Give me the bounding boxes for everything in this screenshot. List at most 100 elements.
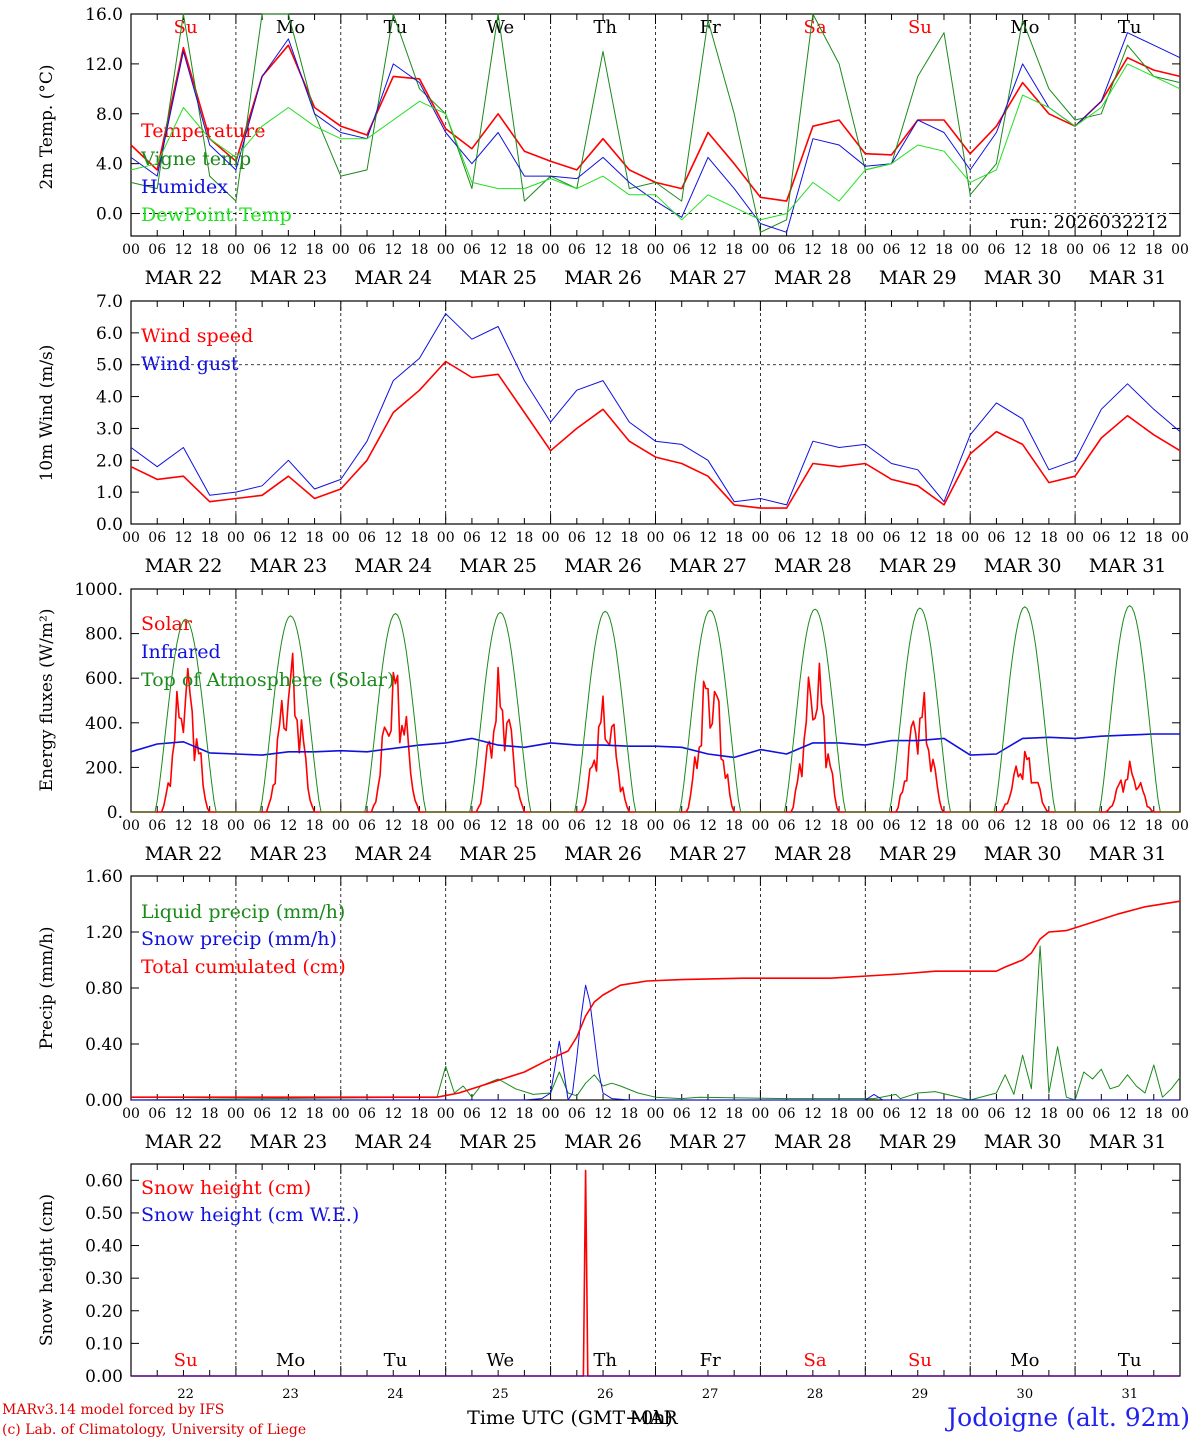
series-line-wind-gust — [130, 313, 1181, 506]
hour-tick-label: 00 — [122, 530, 140, 546]
hour-tick-label: 06 — [358, 1106, 376, 1122]
hour-tick-label: 06 — [988, 1106, 1006, 1122]
y-tick-label: 0.00 — [85, 1367, 123, 1387]
weekday-label: Su — [908, 17, 932, 38]
hour-tick-label: 00 — [1066, 1106, 1084, 1122]
hour-tick-label: 00 — [751, 818, 769, 834]
y-tick-label: 3.0 — [96, 419, 123, 439]
hour-tick-label: 18 — [935, 818, 953, 834]
y-tick-label: 1.60 — [85, 867, 123, 887]
hour-tick-label: 12 — [279, 242, 297, 258]
legend-entry: DewPoint Temp — [141, 204, 292, 226]
hour-tick-label: 12 — [175, 1106, 193, 1122]
weekday-label: Mo — [1010, 17, 1039, 38]
date-label: MAR 29 — [879, 555, 957, 577]
hour-tick-label: 12 — [384, 1106, 402, 1122]
hour-tick-label: 18 — [411, 242, 429, 258]
hour-tick-label: 00 — [437, 530, 455, 546]
weekday-label: Sa — [804, 17, 827, 38]
day-number-label: 26 — [597, 1387, 614, 1402]
day-number-label: 22 — [177, 1387, 194, 1402]
hour-tick-label: 00 — [437, 1106, 455, 1122]
hour-tick-label: 00 — [647, 1106, 665, 1122]
panel-2: 0.0 1.0 2.0 3.0 4.0 5.0 6.0 7.0 10m Wind (m/s) 00… — [37, 292, 1189, 577]
hour-tick-label: 00 — [647, 818, 665, 834]
y-tick-label: 0.40 — [85, 1237, 123, 1257]
hour-tick-label: 06 — [883, 242, 901, 258]
hour-tick-label: 06 — [988, 530, 1006, 546]
hour-tick-label: 00 — [961, 530, 979, 546]
day-number-label: 24 — [387, 1387, 404, 1402]
hour-tick-label: 18 — [201, 818, 219, 834]
hour-tick-label: 00 — [227, 818, 245, 834]
hour-tick-label: 18 — [830, 1106, 848, 1122]
hour-tick-label: 12 — [699, 242, 717, 258]
hour-tick-label: 12 — [804, 818, 822, 834]
date-label: MAR 27 — [669, 267, 747, 289]
y-tick-label: 0.80 — [85, 979, 123, 999]
hour-tick-label: 06 — [148, 242, 166, 258]
hour-tick-label: 12 — [1014, 1106, 1032, 1122]
credit-line-1: MARv3.14 model forced by IFS — [2, 1402, 224, 1418]
y-axis-label: Energy fluxes (W/m²) — [37, 609, 57, 792]
hour-tick-label: 18 — [1040, 1106, 1058, 1122]
legend-entry: Total cumulated (cm) — [141, 956, 346, 978]
date-label: MAR 30 — [984, 1131, 1062, 1153]
hour-tick-label: 12 — [279, 818, 297, 834]
y-tick-label: 200. — [85, 758, 123, 778]
y-tick-label: 1.20 — [85, 923, 123, 943]
hour-tick-label: 00 — [961, 818, 979, 834]
legend-entry: Snow height (cm) — [141, 1177, 311, 1199]
series-line-total-cumulated-cm — [131, 900, 1181, 1098]
legend-entry: Wind gust — [141, 353, 239, 375]
panel-5: 0.00 0.10 0.20 0.30 0.40 0.50 0.60 Snow height … — [37, 1163, 1181, 1402]
date-label: MAR 25 — [459, 843, 537, 865]
hour-tick-label: 06 — [568, 1106, 586, 1122]
hour-tick-label: 06 — [1092, 530, 1110, 546]
hour-tick-label: 12 — [909, 818, 927, 834]
hour-tick-label: 18 — [201, 242, 219, 258]
hour-tick-label: 06 — [883, 1106, 901, 1122]
hour-tick-label: 12 — [1014, 242, 1032, 258]
hour-tick-label: 00 — [332, 818, 350, 834]
hour-tick-label: 00 — [856, 1106, 874, 1122]
legend-entry: Infrared — [141, 641, 221, 663]
hour-tick-label: 06 — [358, 242, 376, 258]
hour-tick-label: 12 — [909, 1106, 927, 1122]
hour-tick-label: 06 — [148, 1106, 166, 1122]
y-tick-label: 0.30 — [85, 1269, 123, 1289]
y-tick-label: 0.0 — [96, 515, 123, 535]
hour-tick-label: 06 — [568, 530, 586, 546]
date-label: MAR 23 — [249, 1131, 327, 1153]
weekday-label: Tu — [384, 1350, 408, 1371]
date-label: MAR 24 — [354, 1131, 432, 1153]
hour-tick-label: 12 — [384, 530, 402, 546]
weekday-label: Tu — [1118, 1350, 1142, 1371]
hour-tick-label: 00 — [647, 242, 665, 258]
date-label: MAR 22 — [145, 1131, 223, 1153]
date-label: MAR 25 — [459, 555, 537, 577]
hour-tick-label: 12 — [175, 242, 193, 258]
day-number-label: 30 — [1017, 1387, 1034, 1402]
station-label: Jodoigne (alt. 92m) — [944, 1403, 1190, 1432]
hour-tick-label: 12 — [279, 530, 297, 546]
date-label: MAR 30 — [984, 267, 1062, 289]
hour-tick-label: 00 — [332, 1106, 350, 1122]
series-line-snow-precip-mm-h — [131, 984, 1180, 1101]
hour-tick-label: 18 — [830, 242, 848, 258]
hour-tick-label: 06 — [988, 818, 1006, 834]
hour-tick-label: 06 — [1092, 242, 1110, 258]
y-tick-label: 0.10 — [85, 1334, 123, 1354]
hour-tick-label: 18 — [201, 530, 219, 546]
date-label: MAR 27 — [669, 1131, 747, 1153]
hour-tick-label: 18 — [935, 530, 953, 546]
hour-tick-label: 18 — [620, 818, 638, 834]
legend-entry: Humidex — [141, 176, 228, 198]
hour-tick-label: 00 — [542, 818, 560, 834]
meteogram-panels: 0.0 4.0 8.0 12.0 16.0 2m Temp. (°C) Su Mo Tu We Th… — [37, 5, 1189, 1402]
y-tick-label: 16.0 — [85, 5, 123, 25]
weekday-label: Tu — [1118, 17, 1142, 38]
weekday-label: Su — [174, 1350, 198, 1371]
hour-tick-label: 00 — [1066, 818, 1084, 834]
